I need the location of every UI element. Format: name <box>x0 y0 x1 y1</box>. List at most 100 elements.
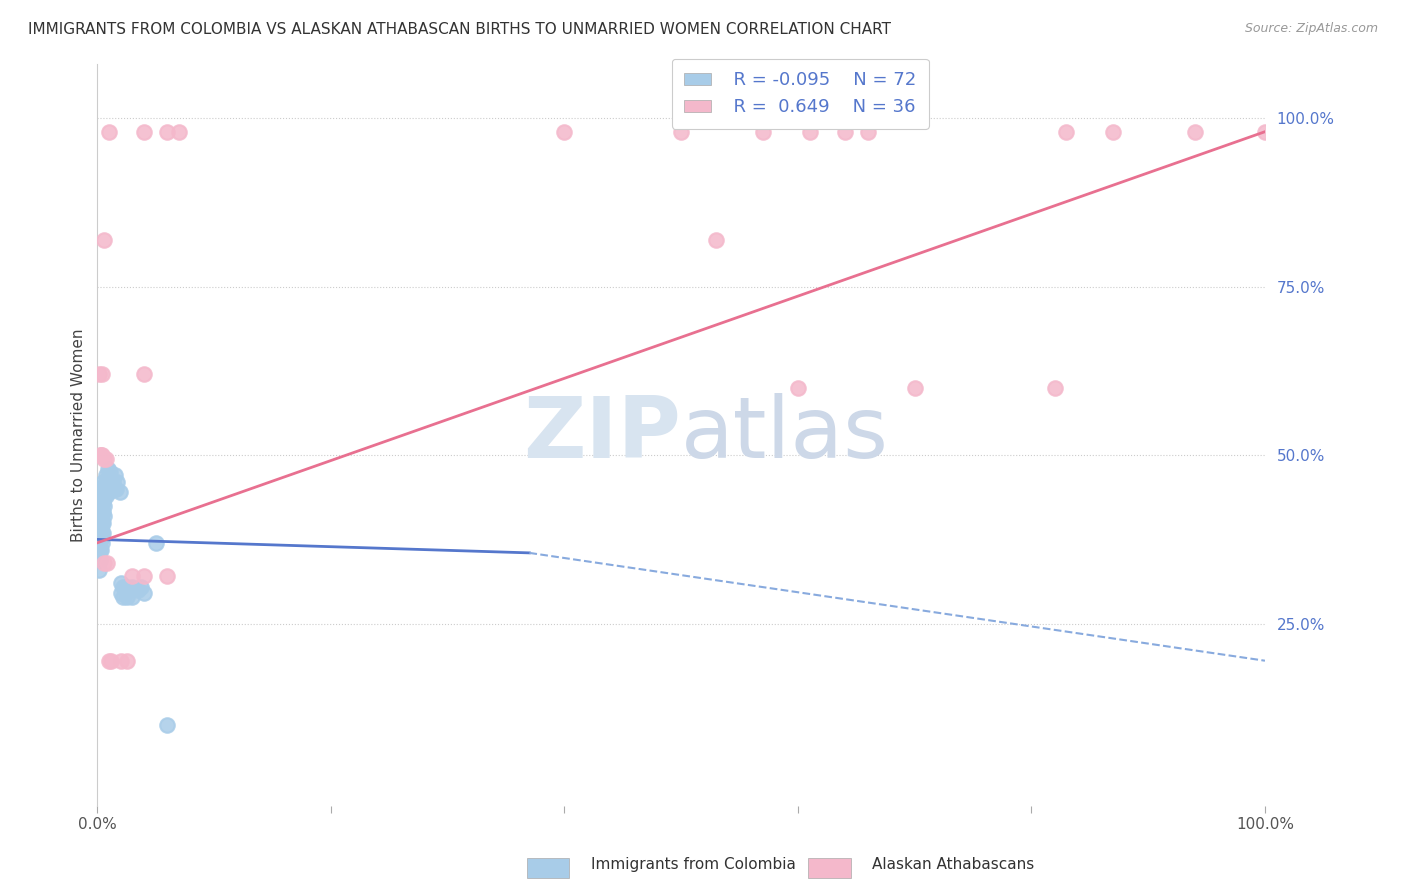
Point <box>87 552 110 566</box>
Point <box>91 485 114 500</box>
Point <box>156 717 179 731</box>
Point <box>156 125 179 139</box>
Point <box>115 654 138 668</box>
Point <box>94 478 117 492</box>
Point <box>1056 125 1078 139</box>
Point <box>132 586 155 600</box>
Point <box>87 522 110 536</box>
Point <box>704 233 727 247</box>
Point <box>96 482 118 496</box>
Point <box>105 482 128 496</box>
Point <box>87 368 110 382</box>
Point <box>90 448 112 462</box>
Point <box>90 491 112 506</box>
Point <box>129 580 152 594</box>
Point <box>91 516 114 530</box>
Point <box>90 512 112 526</box>
Point <box>669 125 692 139</box>
Point <box>108 485 131 500</box>
Point <box>105 475 128 489</box>
Point <box>97 461 120 475</box>
Point <box>553 125 575 139</box>
Point <box>87 563 110 577</box>
Point <box>89 552 111 566</box>
Point <box>89 542 111 557</box>
Point <box>156 569 179 583</box>
Point <box>89 502 111 516</box>
Point <box>104 468 127 483</box>
Point <box>93 499 115 513</box>
Point <box>98 475 121 489</box>
Point <box>91 535 114 549</box>
Point <box>121 569 143 583</box>
Point <box>834 125 856 139</box>
Point <box>91 368 114 382</box>
Point <box>91 448 114 462</box>
Text: Source: ZipAtlas.com: Source: ZipAtlas.com <box>1244 22 1378 36</box>
Point <box>101 475 124 489</box>
Point <box>91 495 114 509</box>
Point <box>91 525 114 540</box>
Point <box>89 522 111 536</box>
Point <box>91 516 114 530</box>
Point <box>93 233 115 247</box>
Point <box>904 381 927 395</box>
Point <box>87 542 110 557</box>
Point <box>98 654 121 668</box>
Point <box>167 125 190 139</box>
Point <box>103 482 125 496</box>
Point <box>91 495 114 509</box>
Point <box>86 552 108 566</box>
Point <box>93 489 115 503</box>
Point <box>145 535 167 549</box>
Point <box>856 125 879 139</box>
Point <box>787 381 810 395</box>
Point <box>89 448 111 462</box>
Point <box>89 491 111 506</box>
Point <box>93 508 115 523</box>
Point <box>112 590 135 604</box>
Text: IMMIGRANTS FROM COLOMBIA VS ALASKAN ATHABASCAN BIRTHS TO UNMARRIED WOMEN CORRELA: IMMIGRANTS FROM COLOMBIA VS ALASKAN ATHA… <box>28 22 891 37</box>
Legend:   R = -0.095    N = 72,   R =  0.649    N = 36: R = -0.095 N = 72, R = 0.649 N = 36 <box>672 59 929 128</box>
Point <box>100 654 122 668</box>
Point <box>98 478 121 492</box>
Point <box>86 542 108 557</box>
Point <box>86 519 108 533</box>
Point <box>90 542 112 557</box>
Point <box>98 465 121 479</box>
Point <box>91 505 114 519</box>
Text: atlas: atlas <box>681 393 889 476</box>
Point <box>90 533 112 547</box>
Point <box>87 533 110 547</box>
Point <box>91 475 114 489</box>
Point <box>115 590 138 604</box>
Text: Alaskan Athabascans: Alaskan Athabascans <box>872 857 1033 872</box>
Point <box>94 451 117 466</box>
Point <box>98 125 121 139</box>
Y-axis label: Births to Unmarried Women: Births to Unmarried Women <box>72 328 86 541</box>
Point <box>96 556 118 570</box>
Point <box>90 502 112 516</box>
Point <box>1043 381 1066 395</box>
Point <box>110 576 132 591</box>
Point <box>110 654 132 668</box>
Point <box>93 556 115 570</box>
Point <box>87 502 110 516</box>
Point <box>91 505 114 519</box>
Point <box>132 368 155 382</box>
Text: Immigrants from Colombia: Immigrants from Colombia <box>591 857 796 872</box>
Point <box>94 489 117 503</box>
Point <box>112 580 135 594</box>
Point <box>89 512 111 526</box>
Point <box>96 472 118 486</box>
Point <box>752 125 775 139</box>
Point <box>94 468 117 483</box>
Point <box>93 451 115 466</box>
Point <box>132 125 155 139</box>
Text: ZIP: ZIP <box>523 393 681 476</box>
Point <box>98 485 121 500</box>
Point <box>93 478 115 492</box>
Point <box>1102 125 1125 139</box>
Point <box>121 580 143 594</box>
Point <box>132 569 155 583</box>
